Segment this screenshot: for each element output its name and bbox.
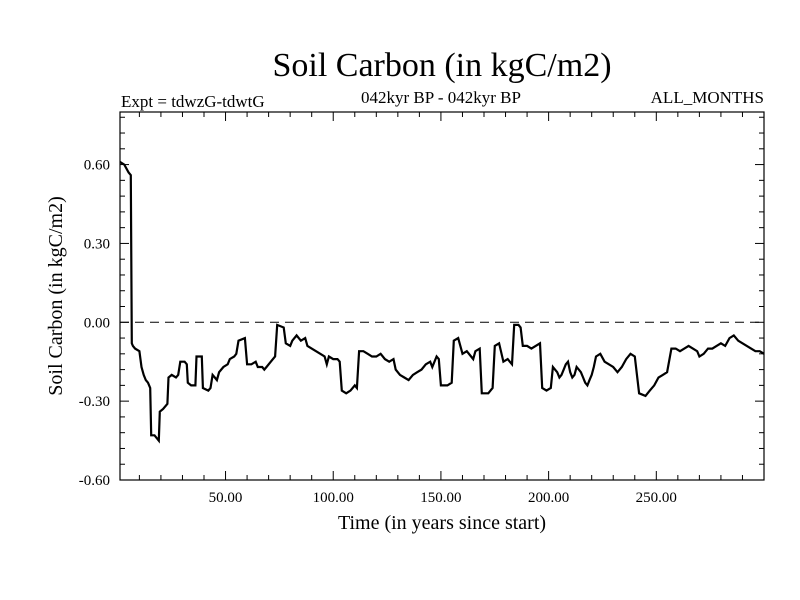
x-axis-label: Time (in years since start) — [338, 512, 546, 534]
y-tick-label: 0.60 — [84, 158, 110, 174]
tick-labels: 50.00 100.00 150.00 200.00 250.00 -0.60 -0.30 0… — [79, 158, 677, 506]
x-tick-label: 200.00 — [528, 490, 569, 506]
x-tick-label: 250.00 — [636, 490, 677, 506]
y-tick-label: -0.60 — [79, 473, 110, 489]
axis-ticks — [120, 112, 764, 481]
x-tick-label: 100.00 — [313, 490, 354, 506]
x-tick-label: 150.00 — [420, 490, 461, 506]
subtitle-left: Expt = tdwzG-tdwtG — [121, 92, 265, 111]
series-line — [119, 160, 765, 444]
x-tick-label: 50.00 — [209, 490, 243, 506]
y-axis-label: Soil Carbon (in kgC/m2) — [45, 196, 67, 395]
subtitle-center: 042kyr BP - 042kyr BP — [361, 88, 521, 107]
plot-area — [119, 111, 765, 481]
y-tick-label: -0.30 — [79, 394, 110, 410]
y-tick-label: 0.30 — [84, 236, 110, 252]
y-tick-label: 0.00 — [84, 315, 110, 331]
chart-title: Soil Carbon (in kgC/m2) — [272, 47, 611, 84]
subtitle-right: ALL_MONTHS — [651, 88, 764, 107]
